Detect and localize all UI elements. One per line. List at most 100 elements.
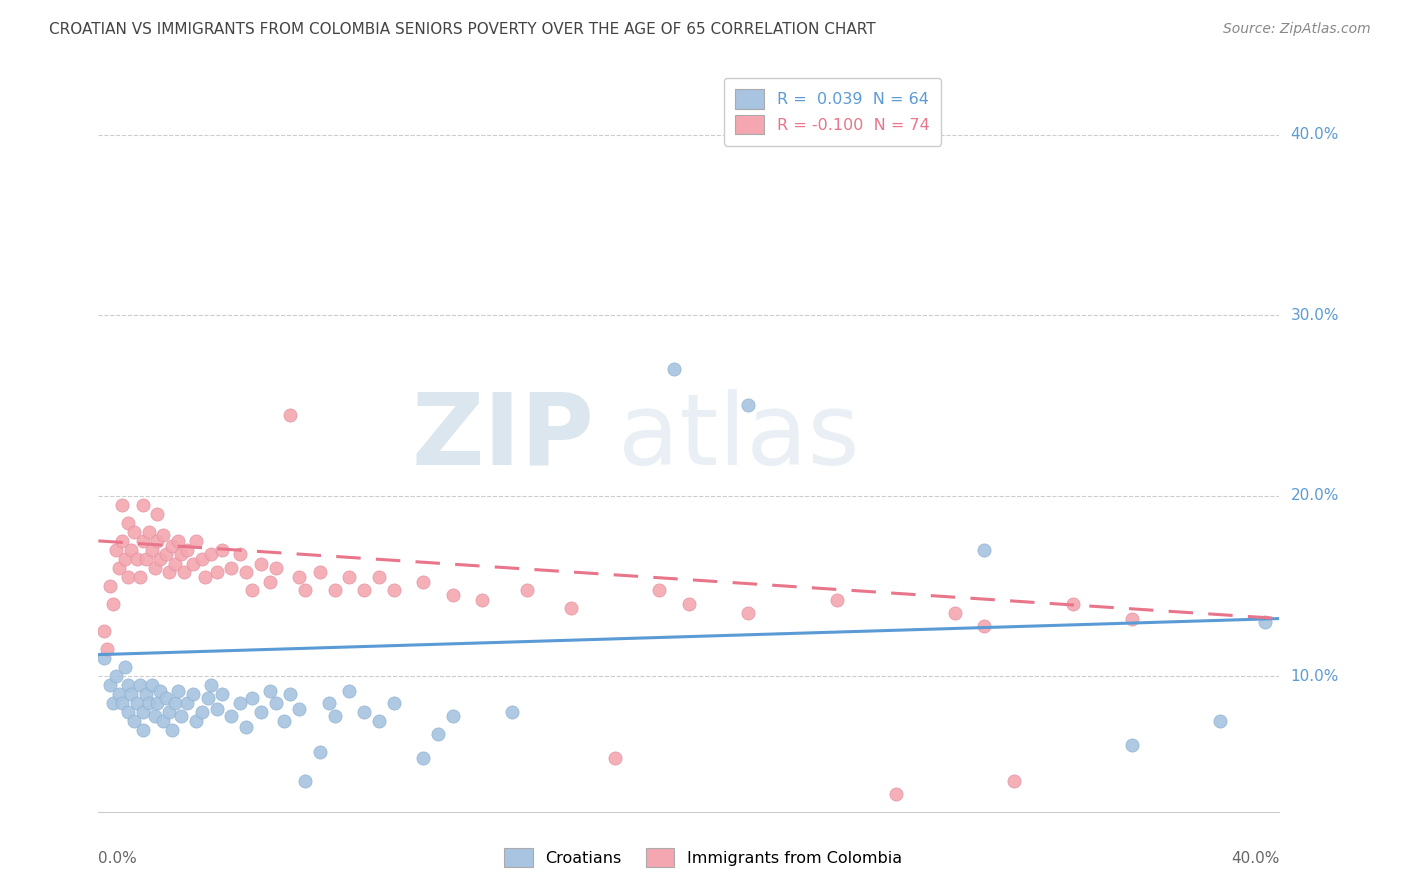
Text: 40.0%: 40.0% — [1291, 128, 1339, 142]
Point — [211, 543, 233, 558]
Point — [648, 582, 671, 597]
Point — [294, 582, 316, 597]
Point — [264, 697, 287, 711]
Point — [221, 709, 243, 723]
Point — [93, 624, 115, 639]
Point — [146, 507, 169, 521]
Point — [339, 683, 361, 698]
Point — [132, 706, 155, 720]
Point — [141, 543, 163, 558]
Point — [191, 706, 214, 720]
Point — [382, 582, 405, 597]
Point — [176, 543, 198, 558]
Point — [184, 714, 207, 729]
Point — [194, 570, 217, 584]
Point — [471, 593, 494, 607]
Point — [128, 570, 150, 584]
Point — [235, 565, 257, 579]
Text: Source: ZipAtlas.com: Source: ZipAtlas.com — [1223, 22, 1371, 37]
Point — [412, 750, 434, 764]
Point — [441, 588, 464, 602]
Point — [162, 723, 183, 738]
Text: 40.0%: 40.0% — [1232, 851, 1279, 865]
Point — [205, 702, 228, 716]
Text: 20.0%: 20.0% — [1291, 488, 1339, 503]
Point — [132, 498, 155, 512]
Point — [93, 651, 115, 665]
Point — [943, 606, 966, 620]
Point — [184, 533, 207, 548]
Point — [143, 561, 166, 575]
Text: atlas: atlas — [619, 389, 859, 485]
Point — [441, 709, 464, 723]
Point — [664, 362, 686, 376]
Point — [737, 399, 759, 413]
Text: 30.0%: 30.0% — [1291, 308, 1339, 323]
Point — [122, 714, 145, 729]
Point — [135, 687, 157, 701]
Point — [181, 687, 204, 701]
Point — [825, 593, 848, 607]
Point — [108, 687, 131, 701]
Point — [125, 697, 148, 711]
Point — [138, 697, 160, 711]
Point — [211, 687, 233, 701]
Point — [135, 552, 157, 566]
Point — [105, 669, 128, 683]
Point — [412, 575, 434, 590]
Point — [149, 552, 172, 566]
Point — [339, 570, 361, 584]
Point — [181, 558, 204, 572]
Legend: Croatians, Immigrants from Colombia: Croatians, Immigrants from Colombia — [496, 839, 910, 875]
Point — [221, 561, 243, 575]
Point — [108, 561, 131, 575]
Point — [138, 524, 160, 539]
Point — [737, 606, 759, 620]
Point — [250, 558, 273, 572]
Text: 10.0%: 10.0% — [1291, 669, 1339, 684]
Point — [98, 678, 121, 692]
Point — [111, 533, 134, 548]
Point — [117, 706, 139, 720]
Point — [157, 565, 180, 579]
Point — [152, 528, 174, 542]
Point — [368, 570, 391, 584]
Point — [973, 619, 995, 633]
Point — [280, 687, 302, 701]
Point — [111, 697, 134, 711]
Point — [205, 565, 228, 579]
Text: ZIP: ZIP — [412, 389, 595, 485]
Point — [678, 597, 700, 611]
Point — [197, 690, 219, 705]
Point — [117, 678, 139, 692]
Point — [309, 565, 332, 579]
Point — [98, 579, 121, 593]
Point — [353, 706, 375, 720]
Point — [132, 533, 155, 548]
Point — [141, 678, 163, 692]
Point — [264, 561, 287, 575]
Point — [368, 714, 391, 729]
Point — [149, 683, 172, 698]
Point — [200, 547, 222, 561]
Point — [167, 533, 190, 548]
Point — [165, 697, 187, 711]
Point — [1002, 774, 1025, 789]
Text: CROATIAN VS IMMIGRANTS FROM COLOMBIA SENIORS POVERTY OVER THE AGE OF 65 CORRELAT: CROATIAN VS IMMIGRANTS FROM COLOMBIA SEN… — [49, 22, 876, 37]
Point — [105, 543, 128, 558]
Point — [111, 498, 134, 512]
Point — [155, 547, 177, 561]
Point — [120, 687, 142, 701]
Point — [309, 745, 332, 759]
Point — [146, 533, 169, 548]
Point — [516, 582, 538, 597]
Point — [1062, 597, 1084, 611]
Point — [884, 787, 907, 801]
Point — [973, 543, 995, 558]
Point — [1209, 714, 1232, 729]
Point — [240, 582, 263, 597]
Point — [259, 683, 281, 698]
Point — [288, 570, 311, 584]
Point — [250, 706, 273, 720]
Point — [273, 714, 295, 729]
